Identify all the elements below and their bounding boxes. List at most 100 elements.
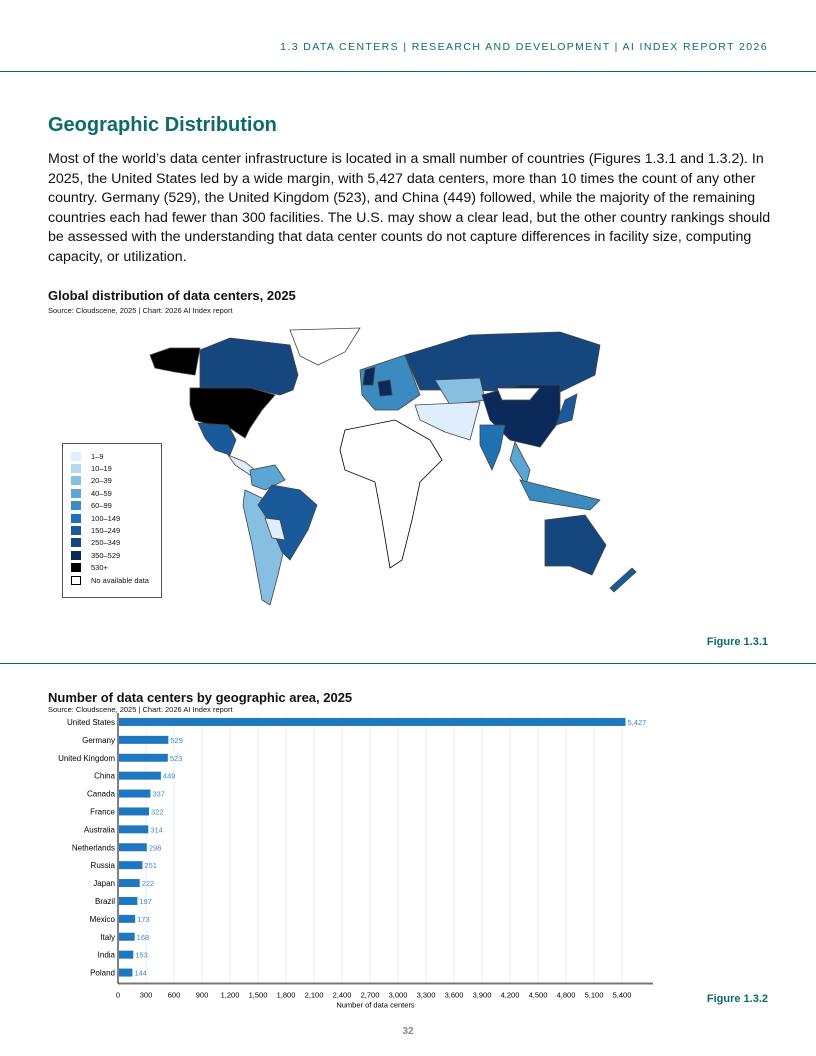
legend-swatch <box>71 488 81 498</box>
y-tick-label: China <box>94 772 115 781</box>
greenland <box>289 327 361 366</box>
bolivia <box>264 517 286 541</box>
y-tick-label: United Kingdom <box>58 754 115 763</box>
legend-swatch <box>71 476 81 486</box>
x-tick-label: 900 <box>196 991 209 1000</box>
legend-swatch <box>71 526 81 536</box>
bar <box>119 735 169 744</box>
legend-swatch <box>71 513 81 523</box>
legend-item: 100–149 <box>71 512 153 524</box>
x-tick-label: 600 <box>168 991 181 1000</box>
alaska <box>149 347 201 376</box>
legend-swatch <box>71 464 81 474</box>
y-tick-label: Brazil <box>95 897 115 906</box>
y-tick-label: Netherlands <box>72 843 115 852</box>
legend-item: 250–349 <box>71 537 153 549</box>
legend-label: 20–39 <box>91 476 112 486</box>
bar <box>119 914 136 923</box>
y-tick-label: United States <box>67 718 115 727</box>
data-label: 5,427 <box>628 718 647 727</box>
canada <box>199 337 299 396</box>
mongolia <box>496 387 541 401</box>
japan <box>555 393 578 426</box>
middle-east <box>414 401 481 441</box>
bar <box>119 968 133 977</box>
data-label: 322 <box>151 807 164 816</box>
legend-item: 1–9 <box>71 450 153 462</box>
legend-swatch <box>71 451 81 461</box>
x-tick-label: 2,700 <box>361 991 380 1000</box>
legend-swatch <box>71 575 81 585</box>
body-paragraph: Most of the world’s data center infrastr… <box>48 151 771 265</box>
legend-item: 530+ <box>71 562 153 574</box>
data-label: 144 <box>134 969 147 978</box>
x-tick-label: 4,800 <box>557 991 576 1000</box>
running-header: 1.3 DATA CENTERS | RESEARCH AND DEVELOPM… <box>280 41 768 53</box>
page-number: 32 <box>402 1026 414 1037</box>
y-tick-label: Australia <box>84 825 116 834</box>
x-tick-label: 4,500 <box>529 991 548 1000</box>
x-tick-label: 3,600 <box>445 991 464 1000</box>
legend-label: 150–249 <box>91 526 121 536</box>
y-tick-label: India <box>98 951 116 960</box>
header-rule <box>0 71 816 72</box>
x-tick-label: 1,200 <box>221 991 240 1000</box>
bar <box>119 807 150 816</box>
india <box>479 424 506 471</box>
x-tick-label: 1,800 <box>277 991 296 1000</box>
x-tick-label: 5,100 <box>585 991 604 1000</box>
figure-label-2: Figure 1.3.2 <box>706 993 768 1005</box>
y-tick-label: Mexico <box>90 915 116 924</box>
x-tick-label: 4,200 <box>501 991 520 1000</box>
legend-label: 40–59 <box>91 488 112 498</box>
data-label: 168 <box>137 933 150 942</box>
y-tick-label: Italy <box>100 933 115 942</box>
australia <box>544 514 607 576</box>
legend-item: 60–99 <box>71 500 153 512</box>
bar <box>119 896 138 905</box>
world-map <box>149 327 637 606</box>
data-label: 173 <box>137 915 150 924</box>
y-tick-label: Russia <box>91 861 116 870</box>
legend-item: 10–19 <box>71 462 153 474</box>
legend-label: 250–349 <box>91 538 121 548</box>
bar-chart-title: Number of data centers by geographic are… <box>48 690 353 705</box>
data-label: 314 <box>150 825 163 834</box>
legend-item: 40–59 <box>71 487 153 499</box>
x-tick-label: 3,000 <box>389 991 408 1000</box>
usa <box>189 387 276 439</box>
bar <box>119 771 161 780</box>
data-label: 449 <box>163 772 176 781</box>
legend-label: 10–19 <box>91 464 112 474</box>
colombia-venezuela <box>249 464 286 491</box>
africa <box>339 419 443 569</box>
map-legend: 1–9 10–19 20–39 40–59 60–99 100–149 150–249 250… <box>62 443 162 598</box>
y-tick-label: Poland <box>90 969 115 978</box>
bar <box>119 950 134 959</box>
legend-label: 60–99 <box>91 501 112 511</box>
map-source: Source: Cloudscene, 2025 | Chart: 2026 A… <box>48 306 233 315</box>
legend-label: 530+ <box>91 563 108 573</box>
bar <box>119 932 135 941</box>
bar <box>119 825 149 834</box>
data-label: 251 <box>144 861 157 870</box>
legend-swatch <box>71 550 81 560</box>
data-label: 337 <box>152 790 165 799</box>
southeast-asia <box>509 440 531 486</box>
data-label: 153 <box>135 951 148 960</box>
data-label: 222 <box>142 879 155 888</box>
legend-item: 150–249 <box>71 524 153 536</box>
russia <box>404 331 601 393</box>
germany <box>377 379 393 397</box>
legend-label: 350–529 <box>91 550 121 560</box>
legend-item: No available data <box>71 574 153 586</box>
legend-item: 20–39 <box>71 475 153 487</box>
legend-swatch <box>71 563 81 573</box>
legend-swatch <box>71 538 81 548</box>
x-tick-label: 3,900 <box>473 991 492 1000</box>
new-zealand <box>609 567 637 593</box>
legend-label: 1–9 <box>91 451 104 461</box>
x-tick-label: 3,300 <box>417 991 436 1000</box>
x-tick-label: 2,400 <box>333 991 352 1000</box>
kazakhstan <box>434 377 486 406</box>
